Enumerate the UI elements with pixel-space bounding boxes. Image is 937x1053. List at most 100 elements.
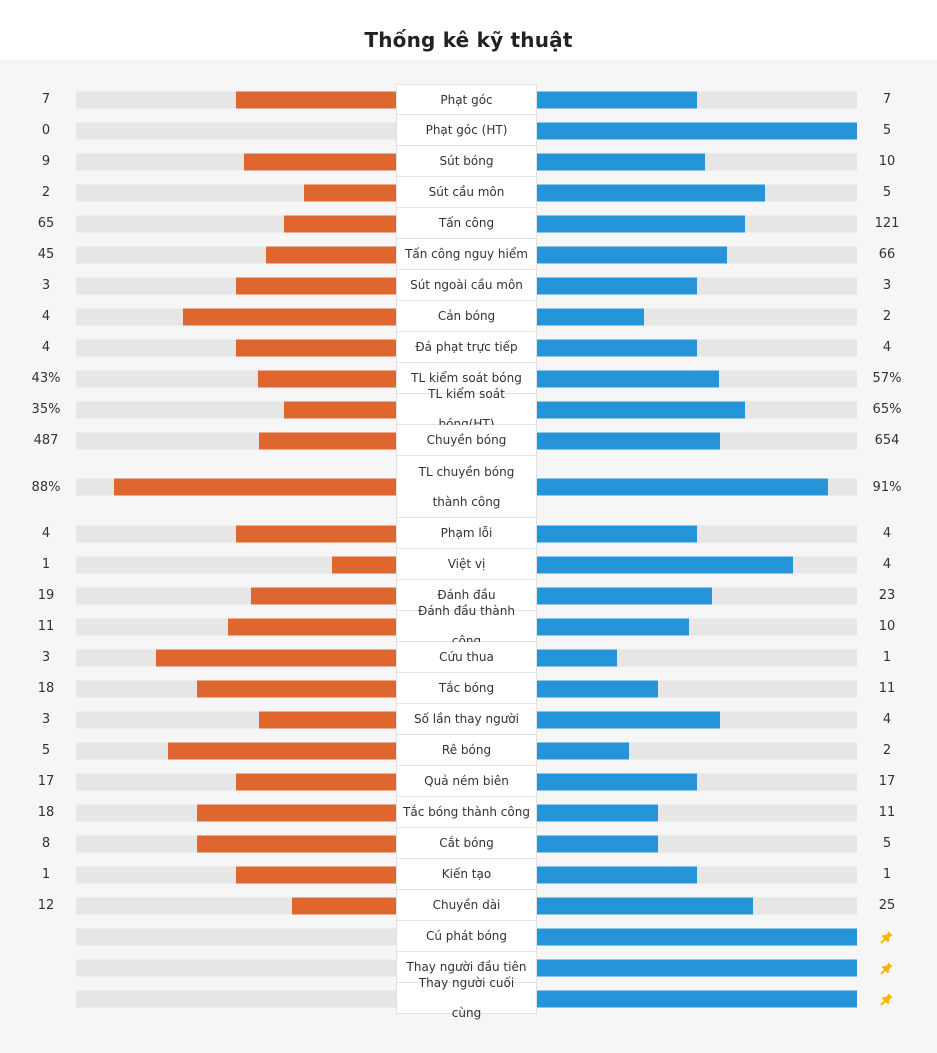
home-bar-track	[76, 432, 396, 449]
home-bar	[266, 246, 396, 263]
stat-row: Cú phát bóng	[0, 921, 937, 952]
stat-label: Đánh đầu	[396, 580, 537, 611]
away-bar	[537, 649, 617, 666]
stat-label: TL chuyền bóng thành công	[396, 456, 537, 518]
home-value: 19	[0, 580, 56, 611]
stat-row: 3 Số lần thay người 4	[0, 704, 937, 735]
away-bar	[537, 773, 697, 790]
stat-label: Chuyền dài	[396, 890, 537, 921]
home-value-text: 1	[41, 557, 51, 572]
away-bar-track	[537, 773, 857, 790]
away-value: 7	[882, 92, 892, 107]
away-bar-track	[537, 432, 857, 449]
stat-label: Việt vị	[396, 549, 537, 580]
home-value: 35%	[0, 394, 61, 425]
away-bar-track	[537, 91, 857, 108]
away-bar-track	[537, 680, 857, 697]
away-bar	[537, 339, 697, 356]
stat-row: 4 Cản bóng 2	[0, 301, 937, 332]
home-bar-track	[76, 742, 396, 759]
home-bar	[258, 370, 396, 387]
away-bar-track	[537, 618, 857, 635]
home-value: 7	[0, 84, 56, 115]
home-bar-track	[76, 184, 396, 201]
home-bar-track	[76, 866, 396, 883]
away-bar-track	[537, 897, 857, 914]
away-bar-track	[537, 478, 857, 496]
away-bar	[537, 866, 697, 883]
home-value: 18	[0, 673, 56, 704]
stat-row: 45 Tấn công nguy hiểm 66	[0, 239, 937, 270]
home-bar-track	[76, 959, 396, 976]
stat-label: Cứu thua	[396, 642, 537, 673]
stat-label: Rê bóng	[396, 735, 537, 766]
away-value: 11	[878, 681, 896, 696]
stat-row: 1 Việt vị 4	[0, 549, 937, 580]
home-bar-track	[76, 401, 396, 418]
away-bar	[537, 587, 712, 604]
stat-row: 11 Đánh đầu thành công 10	[0, 604, 937, 648]
away-bar-track	[537, 990, 857, 1007]
home-value-text: 4	[41, 340, 51, 355]
stat-label: Sút ngoài cầu môn	[396, 270, 537, 301]
home-value-text: 4	[41, 309, 51, 324]
home-value-text: 2	[41, 185, 51, 200]
home-value: 65	[0, 208, 56, 239]
away-bar-track	[537, 401, 857, 418]
away-value: 121	[874, 216, 900, 231]
away-value: 4	[882, 526, 892, 541]
stat-label: Thay người cuối cùng	[396, 976, 537, 1020]
stat-row: Thay người đầu tiên	[0, 952, 937, 983]
away-bar	[537, 122, 857, 139]
home-value-text: 11	[37, 619, 55, 634]
away-value: 23	[878, 588, 896, 603]
away-value: 3	[882, 278, 892, 293]
away-value: 4	[882, 340, 892, 355]
home-bar-track	[76, 897, 396, 914]
away-pin	[857, 952, 917, 983]
home-value: 9	[0, 146, 56, 177]
away-bar	[537, 370, 719, 387]
away-value: 10	[878, 619, 896, 634]
home-value-text: 3	[41, 712, 51, 727]
stat-row: 17 Quả ném biên 17	[0, 766, 937, 797]
stat-label: Sút cầu môn	[396, 177, 537, 208]
stat-row: 18 Tắc bóng 11	[0, 673, 937, 704]
away-bar-track	[537, 370, 857, 387]
away-bar-track	[537, 711, 857, 728]
home-bar	[236, 866, 396, 883]
away-value: 5	[882, 123, 892, 138]
home-bar-track	[76, 478, 396, 496]
stat-row: 2 Sút cầu môn 5	[0, 177, 937, 208]
home-bar	[244, 153, 396, 170]
away-bar	[537, 804, 658, 821]
stat-row: 43% TL kiểm soát bóng 57%	[0, 363, 937, 394]
stat-label: Cú phát bóng	[396, 921, 537, 952]
stat-row: 4 Đá phạt trực tiếp 4	[0, 332, 937, 363]
away-bar-track	[537, 215, 857, 232]
home-value-text: 1	[41, 867, 51, 882]
stat-row: 9 Sút bóng 10	[0, 146, 937, 177]
away-value: 10	[878, 154, 896, 169]
away-bar-track	[537, 742, 857, 759]
home-value-text: 3	[41, 278, 51, 293]
away-value: 654	[874, 433, 900, 448]
stat-row: 3 Sút ngoài cầu môn 3	[0, 270, 937, 301]
away-bar	[537, 835, 658, 852]
home-bar-track	[76, 928, 396, 945]
stat-row: 18 Tắc bóng thành công 11	[0, 797, 937, 828]
home-value-text: 8	[41, 836, 51, 851]
away-value: 11	[878, 805, 896, 820]
home-value: 43%	[0, 363, 61, 394]
home-bar	[236, 91, 396, 108]
stat-label: Đá phạt trực tiếp	[396, 332, 537, 363]
home-value: 4	[0, 332, 56, 363]
away-bar	[537, 277, 697, 294]
stat-row: 487 Chuyền bóng 654	[0, 425, 937, 456]
home-value: 8	[0, 828, 56, 859]
away-bar	[537, 618, 689, 635]
home-bar	[332, 556, 396, 573]
home-value: 4	[0, 301, 56, 332]
away-bar-track	[537, 246, 857, 263]
away-bar	[537, 897, 753, 914]
